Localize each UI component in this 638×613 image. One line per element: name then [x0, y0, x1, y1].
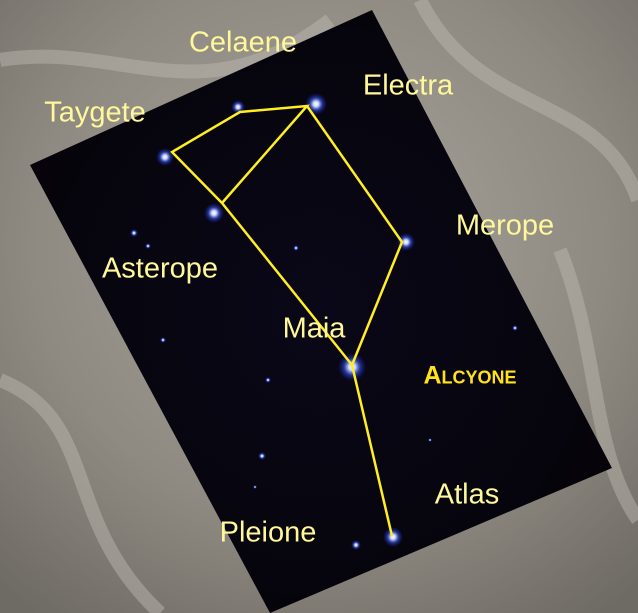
star-label: Merope — [456, 210, 554, 242]
star-field — [30, 10, 612, 613]
star-label: Asterope — [102, 253, 218, 285]
star-label: Alcyone — [423, 362, 516, 390]
star-label: Atlas — [435, 479, 499, 511]
star-label: Electra — [363, 70, 454, 102]
star-label: Taygete — [44, 97, 146, 129]
star-label: Maia — [283, 313, 347, 345]
star-label: Pleione — [220, 517, 317, 549]
star-label: Celaene — [189, 27, 297, 59]
asterism-lines — [169, 104, 404, 537]
